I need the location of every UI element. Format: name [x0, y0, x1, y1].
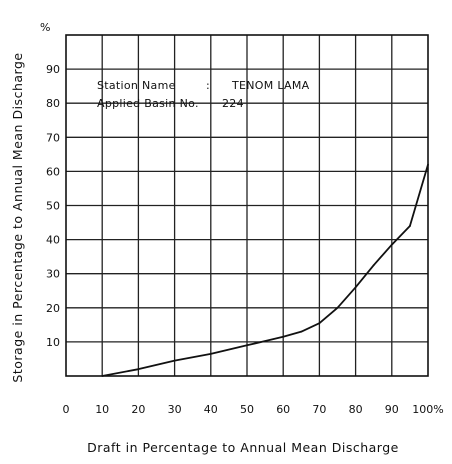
y-tick-label: 80 [46, 97, 60, 110]
station-name-separator: : [206, 79, 210, 92]
data-point [137, 368, 140, 371]
series-line [102, 164, 429, 377]
x-tick-label: 20 [131, 403, 145, 416]
data-point [209, 352, 212, 355]
grid [66, 35, 428, 376]
data-point [409, 225, 411, 227]
data-point [282, 335, 285, 338]
y-tick-label: 70 [46, 131, 60, 144]
x-tick-label: 60 [276, 403, 290, 416]
station-name-value: TENOM LAMA [231, 79, 310, 92]
data-point [390, 243, 393, 246]
y-tick-label: 40 [46, 234, 60, 247]
data-point [336, 306, 339, 309]
y-tick-label: 10 [46, 336, 60, 349]
y-tick-label: 30 [46, 268, 60, 281]
series-layer [101, 163, 429, 377]
y-axis-title: Storage in Percentage to Annual Mean Dis… [10, 52, 25, 382]
y-tick-label: 20 [46, 302, 60, 315]
y-tick-label: 60 [46, 165, 60, 178]
x-axis-title: Draft in Percentage to Annual Mean Disch… [87, 440, 399, 455]
data-point [318, 322, 321, 325]
x-tick-label: 70 [312, 403, 326, 416]
x-tick-label: 80 [349, 403, 363, 416]
basin-number-value: 224 [222, 97, 244, 110]
y-unit-label: % [40, 21, 50, 34]
x-tick-label: 100% [412, 403, 443, 416]
y-tick-label: 90 [46, 63, 60, 76]
y-tick-label: 50 [46, 200, 60, 213]
x-tick-label: 40 [204, 403, 218, 416]
station-annotation: Station Name : TENOM LAMA Applied Basin … [97, 79, 310, 110]
basin-number-label: Applied Basin No. [97, 97, 199, 110]
x-tick-label: 10 [95, 403, 109, 416]
x-tick-label: 0 [63, 403, 70, 416]
data-point [354, 286, 357, 289]
x-tick-label: 30 [168, 403, 182, 416]
station-name-label: Station Name [97, 79, 176, 92]
x-tick-label: 50 [240, 403, 254, 416]
data-point [427, 163, 429, 166]
data-point [372, 264, 375, 267]
tick-labels: 0 10 20 30 40 50 60 70 80 90 100% 10 20 30 40 50 60 70 80 9… [46, 63, 444, 416]
data-point [246, 344, 248, 347]
data-point [300, 330, 303, 333]
data-point [173, 359, 176, 362]
data-point [101, 375, 104, 377]
plot-frame [65, 34, 429, 377]
x-tick-label: 90 [385, 403, 399, 416]
